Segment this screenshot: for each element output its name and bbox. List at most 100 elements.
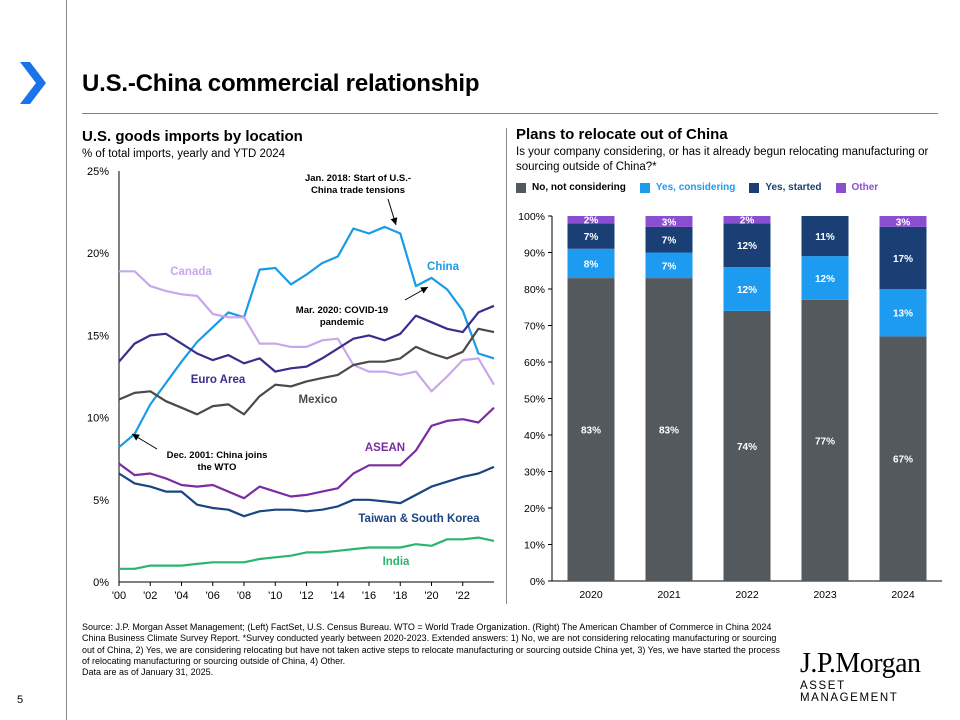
- x-tick-label: '00: [112, 590, 126, 602]
- x-tick-label: '06: [206, 590, 220, 602]
- bar-segment-no: [645, 278, 693, 581]
- bar-segment-other: [645, 216, 693, 227]
- data-date-note: Data are as of January 31, 2025.: [82, 667, 214, 678]
- bar-segment-considering: [645, 252, 693, 279]
- source-text: Source: J.P. Morgan Asset Management; (L…: [82, 622, 780, 666]
- left-margin-rule: [66, 0, 67, 720]
- legend-label-no: No, not considering: [532, 182, 626, 193]
- annotation-arrowhead: [420, 287, 428, 294]
- series-line-india: [119, 536, 495, 570]
- left-chart-subtitle: % of total imports, yearly and YTD 2024: [82, 148, 286, 160]
- source-footnote: Source: J.P. Morgan Asset Management; (L…: [82, 622, 782, 678]
- legend-item-other: Other: [835, 182, 879, 193]
- bar-segment-considering: [567, 248, 615, 278]
- series-label-india: India: [383, 556, 410, 568]
- bar-segment-considering: [879, 289, 927, 337]
- bar-segment-started: [879, 226, 927, 289]
- bar-y-tick-label: 50%: [524, 394, 545, 406]
- annotation-text: pandemic: [320, 317, 364, 328]
- chevron-right-icon: [20, 62, 46, 104]
- x-tick-label: '12: [299, 590, 313, 602]
- bar-category-label: 2022: [735, 589, 759, 601]
- bar-category-label: 2021: [657, 589, 681, 601]
- annotation-text: Jan. 2018: Start of U.S.-: [305, 173, 411, 184]
- legend-item-no: No, not considering: [516, 182, 626, 193]
- bar-value-label: 7%: [584, 232, 599, 243]
- logo-name: J.P.Morgan: [800, 648, 921, 679]
- y-tick-label: 15%: [87, 330, 109, 342]
- legend-swatch-no: [516, 182, 526, 193]
- bar-value-label: 83%: [659, 426, 679, 437]
- bar-category-label: 2024: [891, 589, 915, 601]
- series-label-taiwan: Taiwan & South Korea: [358, 513, 480, 525]
- series-label-euro: Euro Area: [191, 374, 246, 386]
- legend-item-considering: Yes, considering: [639, 182, 736, 193]
- bar-value-label: 74%: [737, 442, 757, 453]
- y-tick-label: 5%: [93, 495, 109, 507]
- bar-value-label: 67%: [893, 455, 913, 466]
- bar-value-label: 83%: [581, 426, 601, 437]
- right-chart-title: Plans to relocate out of China: [516, 126, 728, 143]
- x-tick-label: '18: [393, 590, 407, 602]
- bar-y-tick-label: 40%: [524, 430, 545, 442]
- legend-label-considering: Yes, considering: [655, 182, 736, 193]
- bar-value-label: 3%: [662, 218, 677, 229]
- x-tick-label: '20: [424, 590, 438, 602]
- x-tick-label: '04: [174, 590, 188, 602]
- bar-category-label: 2020: [579, 589, 603, 601]
- bar-value-label: 12%: [815, 274, 835, 285]
- bar-segment-started: [801, 216, 849, 257]
- bar-segment-other: [567, 216, 615, 224]
- panel-divider: [506, 128, 507, 604]
- bar-segment-started: [723, 223, 771, 268]
- logo-subtitle: ASSET MANAGEMENT: [800, 680, 899, 704]
- bar-segment-no: [567, 278, 615, 581]
- legend-swatch-started: [749, 182, 760, 193]
- bar-value-label: 2%: [584, 216, 599, 227]
- x-tick-label: '22: [456, 590, 470, 602]
- bar-y-tick-label: 10%: [524, 540, 545, 552]
- x-tick-label: '08: [237, 590, 251, 602]
- bar-segment-started: [567, 223, 615, 249]
- bar-value-label: 17%: [893, 254, 913, 265]
- bar-segment-considering: [801, 256, 849, 300]
- series-label-asean: ASEAN: [365, 442, 405, 454]
- bar-value-label: 12%: [737, 285, 757, 296]
- annotation-arrowhead: [390, 217, 398, 225]
- bar-value-label: 12%: [737, 241, 757, 252]
- annotation-text: the WTO: [198, 462, 237, 473]
- bar-segment-started: [645, 226, 693, 253]
- bar-value-label: 7%: [662, 261, 677, 272]
- y-tick-label: 0%: [93, 577, 109, 589]
- bar-value-label: 11%: [815, 232, 835, 243]
- legend-swatch-other: [835, 182, 846, 193]
- bar-y-tick-label: 90%: [524, 248, 545, 260]
- annotation-text: Dec. 2001: China joins: [167, 450, 268, 461]
- series-line-asean: [118, 406, 495, 500]
- bar-y-tick-label: 60%: [524, 357, 545, 369]
- bar-segment-no: [723, 310, 771, 581]
- bar-value-label: 13%: [893, 309, 913, 320]
- annotation-text: Mar. 2020: COVID-19: [296, 305, 388, 316]
- jpmorgan-logo: J.P.Morgan ASSET MANAGEMENT: [800, 648, 945, 704]
- legend-swatch-considering: [639, 182, 650, 193]
- bar-segment-other: [723, 216, 771, 224]
- x-tick-label: '02: [143, 590, 157, 602]
- annotation-text: China trade tensions: [311, 185, 405, 196]
- series-line-canada: [119, 270, 495, 393]
- legend-label-started: Yes, started: [765, 182, 822, 193]
- bar-category-label: 2023: [813, 589, 837, 601]
- bar-segment-considering: [723, 267, 771, 311]
- series-label-mexico: Mexico: [299, 394, 338, 406]
- series-label-china: China: [427, 261, 460, 273]
- bar-value-label: 2%: [740, 216, 755, 227]
- y-tick-label: 10%: [87, 413, 109, 425]
- annotation-arrowhead: [132, 434, 140, 441]
- y-tick-label: 25%: [87, 166, 109, 178]
- bar-value-label: 7%: [662, 236, 677, 247]
- legend-label-other: Other: [851, 182, 879, 193]
- page-title: U.S.-China commercial relationship: [82, 70, 480, 97]
- bar-value-label: 77%: [815, 437, 835, 448]
- page-number: 5: [17, 694, 24, 706]
